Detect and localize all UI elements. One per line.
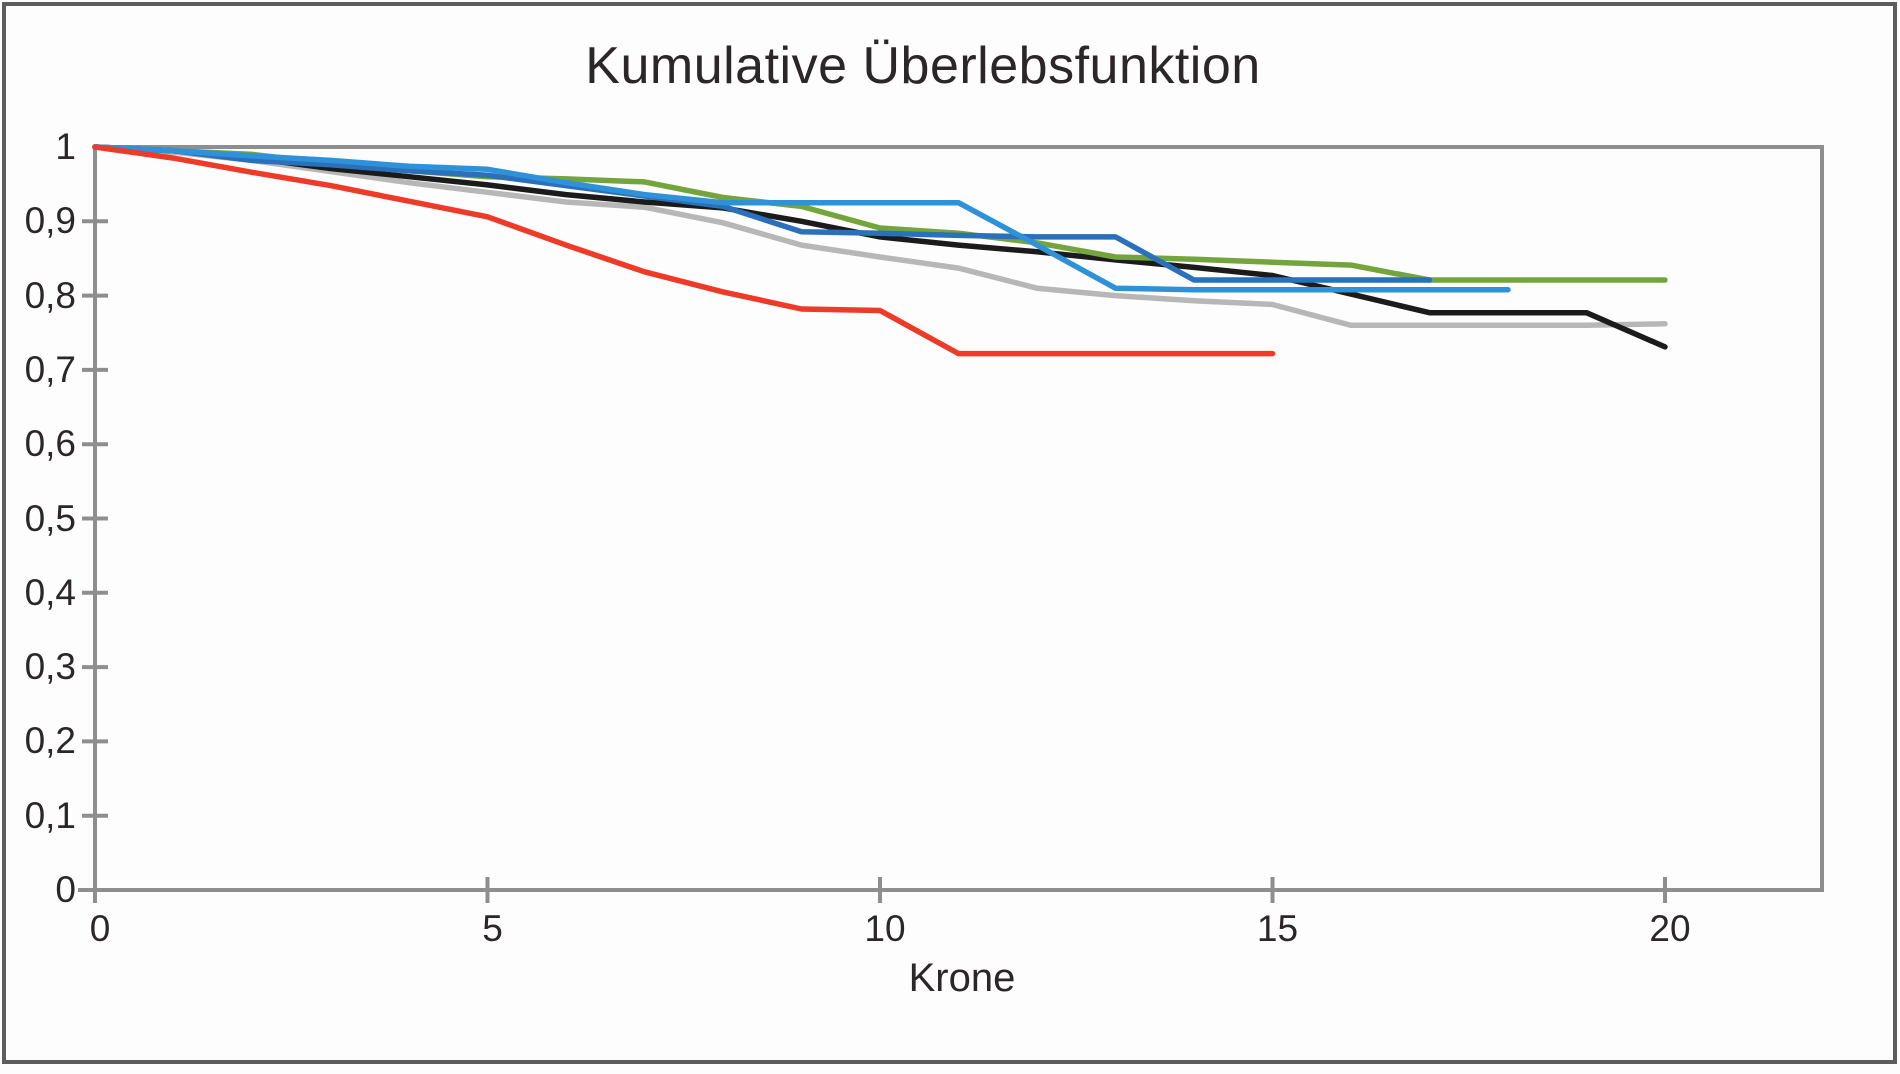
series-bright-blue-line	[92, 144, 1511, 293]
chart-title: Kumulative Überlebsfunktion	[585, 37, 1261, 95]
y-tick-label: 0,9	[24, 200, 76, 242]
series-gray-line	[92, 144, 1668, 329]
x-axis-title: Krone	[908, 956, 1016, 1000]
y-tick-label: 0,5	[24, 497, 76, 539]
y-tick-label: 0,1	[24, 794, 76, 836]
x-tick-label: 0	[89, 908, 111, 949]
series-red-line	[92, 144, 1276, 357]
y-tick-label: 0,8	[24, 274, 76, 316]
plot-frame	[93, 145, 1824, 892]
y-tick-label: 1	[55, 126, 76, 167]
series-black-line	[92, 144, 1668, 350]
series-layer	[92, 144, 1668, 357]
y-tick-label: 0,4	[24, 571, 76, 613]
series-steel-blue-line	[92, 144, 1433, 283]
x-tick-label: 5	[482, 908, 503, 949]
x-tick-label: 10	[864, 908, 906, 949]
x-tick-label: 20	[1649, 908, 1691, 949]
y-tick-label: 0,2	[24, 720, 76, 762]
y-tick-label: 0,6	[24, 423, 76, 465]
y-tick-label: 0	[55, 869, 76, 910]
x-tick-label: 15	[1256, 908, 1299, 949]
y-tick-label: 0,7	[24, 348, 76, 390]
axes-layer	[78, 145, 1824, 903]
y-tick-label: 0,3	[24, 646, 76, 688]
